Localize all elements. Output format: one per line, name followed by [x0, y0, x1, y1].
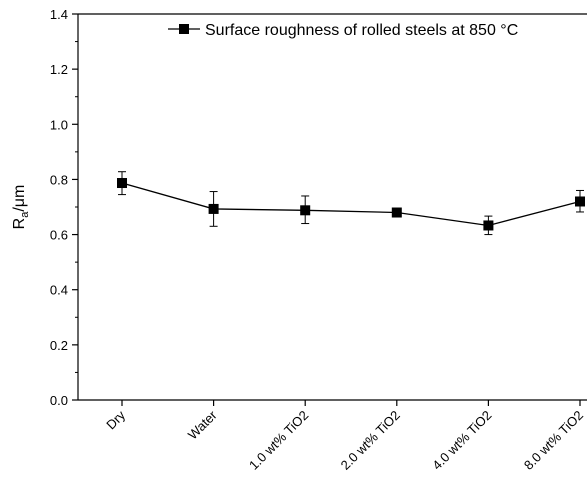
y-tick-label: 0.8 — [50, 172, 68, 187]
y-tick-label: 0.2 — [50, 338, 68, 353]
data-point — [208, 203, 219, 214]
x-tick-label: 1.0 wt% TiO2 — [246, 408, 311, 473]
y-tick-label: 0.0 — [50, 393, 68, 408]
x-tick-label: Dry — [103, 407, 128, 432]
x-tick-label: 4.0 wt% TiO2 — [429, 408, 494, 473]
y-axis-label-unit: /μm — [11, 185, 28, 212]
y-tick-label: 0.6 — [50, 228, 68, 243]
data-point — [117, 178, 127, 189]
y-tick-label: 1.2 — [50, 62, 68, 77]
x-tick-label: Water — [185, 407, 220, 442]
y-tick-label: 1.4 — [50, 7, 68, 22]
y-axis-label-main: R — [11, 218, 28, 230]
series-line — [121, 182, 581, 227]
y-ticks: 0.0 0.2 0.4 0.6 0.8 1.0 1.2 1.4 — [50, 7, 78, 408]
data-point — [300, 205, 311, 216]
legend-label: Surface roughness of rolled steels at 85… — [205, 22, 518, 39]
data-point — [391, 207, 402, 218]
plot-frame — [77, 13, 587, 401]
series-layer — [117, 171, 585, 236]
data-point — [483, 220, 494, 231]
y-axis-label-sub: a — [19, 211, 31, 218]
x-ticks: Dry Water 1.0 wt% TiO2 2.0 wt% TiO2 4.0 wt% … — [103, 400, 586, 473]
data-point — [575, 196, 585, 207]
legend-marker — [179, 24, 189, 34]
y-tick-label: 1.0 — [50, 117, 68, 132]
x-tick-label: 2.0 wt% TiO2 — [338, 408, 403, 473]
x-tick-label: 8.0 wt% TiO2 — [521, 408, 586, 473]
y-tick-label: 0.4 — [50, 283, 68, 298]
legend: Surface roughness of rolled steels at 85… — [168, 22, 518, 39]
y-axis-label: Ra/μm — [11, 185, 31, 230]
